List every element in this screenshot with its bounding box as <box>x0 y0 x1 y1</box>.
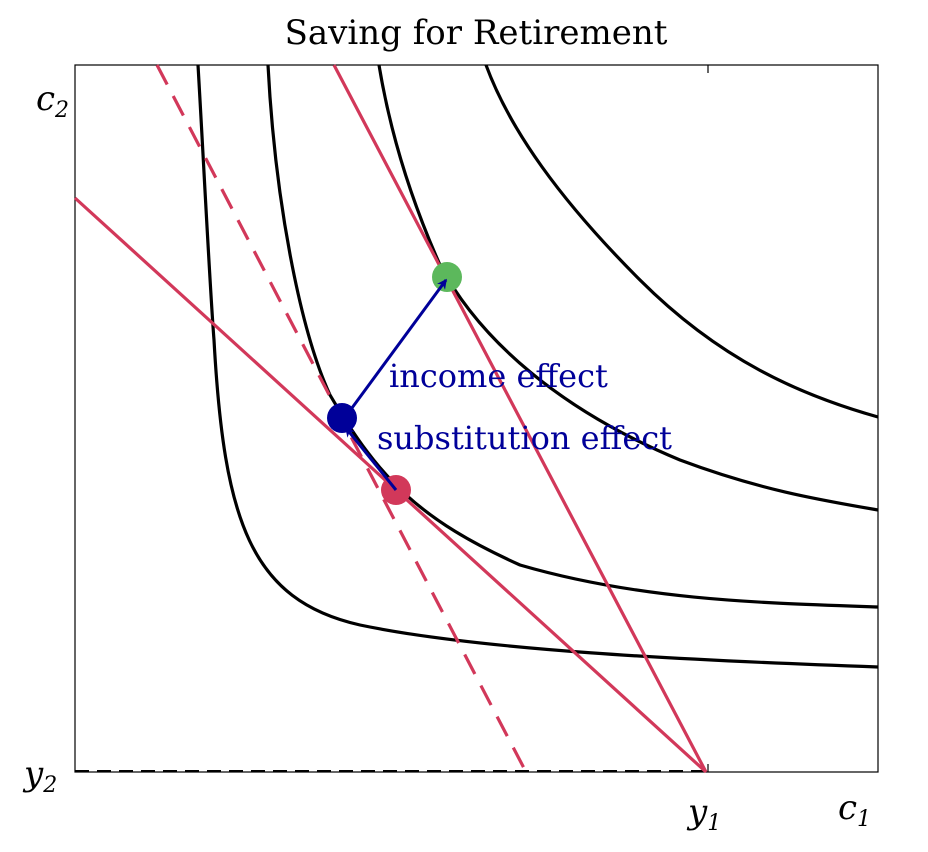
indifference-curve-1 <box>196 64 879 669</box>
substitution-effect-arrow <box>344 426 398 491</box>
income-effect-label: income effect <box>389 357 608 395</box>
indifference-curves <box>196 64 879 669</box>
substitution-effect-label: substitution effect <box>377 419 672 457</box>
x-endowment-label: y1 <box>686 792 721 836</box>
indifference-curve-2 <box>266 64 879 609</box>
indifference-curve-4 <box>484 64 879 419</box>
y-endowment-label: y2 <box>22 754 57 798</box>
new-budget-line <box>332 64 708 773</box>
new-optimum-point <box>432 262 462 292</box>
x-axis-label: c1 <box>838 788 871 832</box>
indifference-curve-3 <box>377 64 879 512</box>
income-effect-arrow <box>347 278 448 413</box>
diagram-title: Saving for Retirement <box>285 13 668 53</box>
y-axis-label: c2 <box>36 79 69 123</box>
